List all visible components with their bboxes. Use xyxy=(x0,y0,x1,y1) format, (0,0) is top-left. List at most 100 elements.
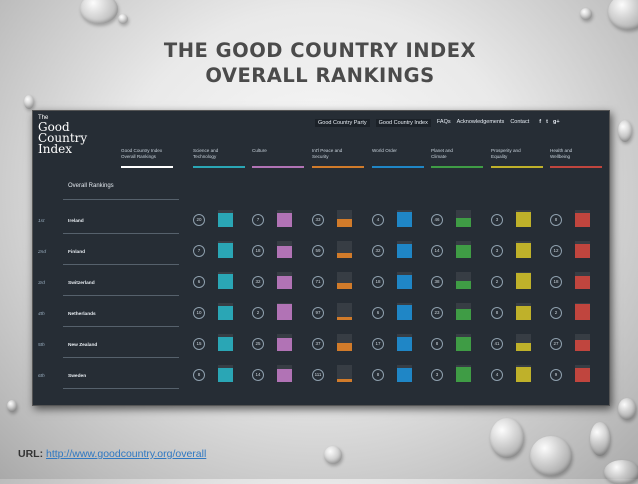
score-bar[interactable] xyxy=(218,303,233,320)
score-bar[interactable] xyxy=(218,241,233,258)
score-rank-badge: 8 xyxy=(193,369,205,381)
score-bar-fill xyxy=(516,272,531,289)
category-tab-label: Technology xyxy=(193,154,217,159)
score-rank-badge: 2 xyxy=(252,307,264,319)
overall-rankings-title: Overall Rankings xyxy=(68,183,114,189)
country-name[interactable]: Switzerland xyxy=(68,281,95,286)
score-bar-fill xyxy=(397,274,412,289)
category-tab[interactable]: Prosperity and Equality xyxy=(491,148,543,160)
twitter-icon[interactable]: t xyxy=(546,119,548,125)
score-bar-fill xyxy=(337,343,352,351)
category-tab[interactable]: Planet and Climate xyxy=(431,148,483,160)
score-rank-badge: 10 xyxy=(193,307,205,319)
score-bar[interactable] xyxy=(337,272,352,289)
category-tab[interactable]: World Order xyxy=(372,148,424,154)
score-rank-badge: 3 xyxy=(491,214,503,226)
score-bar[interactable] xyxy=(456,272,471,289)
score-bar[interactable] xyxy=(575,241,590,258)
water-drop-decoration xyxy=(530,436,572,476)
score-bar[interactable] xyxy=(277,334,292,351)
category-tab[interactable]: Health and Wellbeing xyxy=(550,148,602,160)
country-name[interactable]: Netherlands xyxy=(68,312,96,317)
score-bar[interactable] xyxy=(277,210,292,227)
score-bar-fill xyxy=(516,342,531,351)
category-color-bar xyxy=(550,166,602,168)
score-bar[interactable] xyxy=(397,210,412,227)
rank-number: 3rd xyxy=(38,281,45,286)
score-bar[interactable] xyxy=(218,365,233,382)
nav-good-country-party[interactable]: Good Country Party xyxy=(315,119,370,127)
score-bar[interactable] xyxy=(456,241,471,258)
facebook-icon[interactable]: f xyxy=(539,119,542,125)
score-bar[interactable] xyxy=(456,365,471,382)
score-bar[interactable] xyxy=(397,365,412,382)
country-name[interactable]: New Zealand xyxy=(68,343,98,348)
score-bar[interactable] xyxy=(337,303,352,320)
score-bar[interactable] xyxy=(277,272,292,289)
site-logo[interactable]: The Good Country Index xyxy=(38,115,87,155)
score-bar[interactable] xyxy=(397,303,412,320)
score-bar[interactable] xyxy=(337,334,352,351)
category-tab[interactable]: Culture xyxy=(252,148,304,154)
water-drop-decoration xyxy=(590,422,610,456)
country-name[interactable]: Finland xyxy=(68,250,86,255)
score-bar[interactable] xyxy=(575,365,590,382)
google-plus-icon[interactable]: g+ xyxy=(552,119,560,125)
score-bar[interactable] xyxy=(575,334,590,351)
score-bar[interactable] xyxy=(575,272,590,289)
score-bar[interactable] xyxy=(218,334,233,351)
nav-faqs[interactable]: FAQs xyxy=(436,119,451,125)
score-bar-fill xyxy=(516,211,531,227)
score-bar-fill xyxy=(516,306,531,320)
score-bar[interactable] xyxy=(397,241,412,258)
score-rank-badge: 3 xyxy=(491,245,503,257)
score-rank-badge: 14 xyxy=(252,369,264,381)
category-tab-label: Culture xyxy=(252,148,267,153)
category-tab[interactable]: Science and Technology xyxy=(193,148,245,160)
score-bar[interactable] xyxy=(277,303,292,320)
score-bar[interactable] xyxy=(456,334,471,351)
url-caption: URL: http://www.goodcountry.org/overall xyxy=(18,448,206,460)
score-rank-badge: 3 xyxy=(431,369,443,381)
category-tab[interactable]: Int'l Peace and Security xyxy=(312,148,364,160)
score-rank-badge: 33 xyxy=(312,214,324,226)
row-divider xyxy=(63,233,179,234)
country-name[interactable]: Ireland xyxy=(68,219,84,224)
score-bar[interactable] xyxy=(218,272,233,289)
score-bar[interactable] xyxy=(337,365,352,382)
score-bar[interactable] xyxy=(277,365,292,382)
nav-contact[interactable]: Contact xyxy=(510,119,530,125)
score-rank-badge: 41 xyxy=(491,338,503,350)
score-bar-fill xyxy=(337,316,352,320)
score-bar[interactable] xyxy=(516,365,531,382)
score-rank-badge: 14 xyxy=(431,245,443,257)
score-bar[interactable] xyxy=(516,210,531,227)
score-bar[interactable] xyxy=(516,303,531,320)
score-bar[interactable] xyxy=(516,241,531,258)
category-color-bar xyxy=(491,166,543,168)
url-link[interactable]: http://www.goodcountry.org/overall xyxy=(46,448,207,460)
score-bar[interactable] xyxy=(337,241,352,258)
score-bar[interactable] xyxy=(456,303,471,320)
score-bar[interactable] xyxy=(575,303,590,320)
nav-acknowledgements[interactable]: Acknowledgements xyxy=(456,119,505,125)
score-bar[interactable] xyxy=(277,241,292,258)
nav-good-country-index[interactable]: Good Country Index xyxy=(375,119,431,127)
score-bar[interactable] xyxy=(397,334,412,351)
score-rank-badge: 18 xyxy=(372,276,384,288)
score-bar[interactable] xyxy=(337,210,352,227)
score-rank-badge: 38 xyxy=(431,276,443,288)
score-rank-badge: 25 xyxy=(252,338,264,350)
country-name[interactable]: Sweden xyxy=(68,374,87,379)
score-bar[interactable] xyxy=(516,272,531,289)
score-bar[interactable] xyxy=(456,210,471,227)
score-bar[interactable] xyxy=(218,210,233,227)
score-bar[interactable] xyxy=(575,210,590,227)
category-tab[interactable]: Good Country Index Overall Rankings xyxy=(121,148,173,160)
score-rank-badge: 27 xyxy=(550,338,562,350)
score-bar-fill xyxy=(218,273,233,289)
score-bar-fill xyxy=(277,212,292,227)
score-bar[interactable] xyxy=(397,272,412,289)
score-bar[interactable] xyxy=(516,334,531,351)
category-color-bar xyxy=(431,166,483,168)
